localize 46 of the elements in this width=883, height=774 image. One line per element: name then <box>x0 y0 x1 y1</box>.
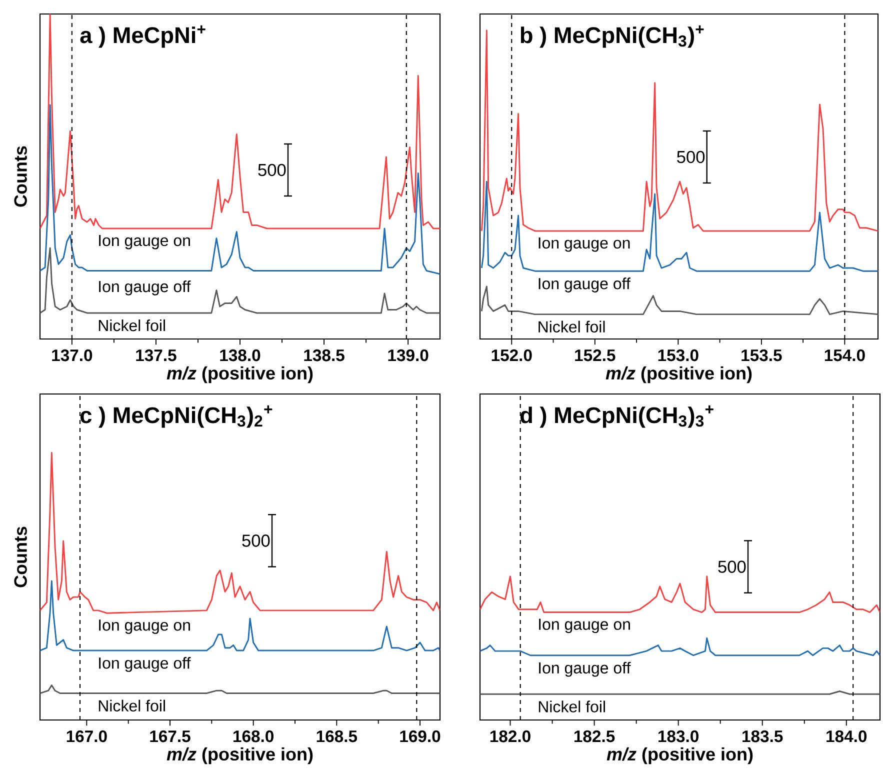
series-label: Nickel foil <box>98 700 165 712</box>
series-label: Ion gauge on <box>539 618 630 634</box>
x-axis-title: m/z (positive ion) <box>166 366 313 384</box>
series-label: Ion gauge off <box>99 280 191 296</box>
x-tick-label: 183.0 <box>658 730 698 742</box>
x-tick-label: 137.0 <box>52 349 92 362</box>
x-tick-label: 138.0 <box>220 349 260 362</box>
chart-title: a ) MeCpNi$^{+}$ <box>80 25 206 48</box>
series-label: Ion gauge on <box>99 234 190 250</box>
series-label: Ion gauge off <box>99 656 191 672</box>
x-tick-label: 168.5 <box>316 730 358 742</box>
series-label: Nickel foil <box>98 319 165 332</box>
x-tick-label: 169.0 <box>400 730 440 742</box>
x-tick-label: 167.5 <box>150 730 190 742</box>
x-tick-label: 152.0 <box>492 349 532 362</box>
chart-title: c ) MeCpNi(CH$_{3}$)$_{2}$+ <box>80 405 272 428</box>
series-label: Nickel foil <box>538 320 605 333</box>
x-tick-label: 138.5 <box>304 349 344 362</box>
x-tick-label: 168.0 <box>234 730 274 742</box>
series-label: Nickel foil <box>538 700 605 712</box>
annotation: 500 <box>242 534 270 547</box>
x-tick-label: 153.5 <box>742 349 782 362</box>
y-axis-title: Counts <box>14 146 27 207</box>
chart-title: b ) MeCpNi(CH$_{3}$)$^{+}$ <box>520 25 704 48</box>
x-tick-label: 167.0 <box>66 730 107 742</box>
chart-title: d ) MeCpNi(CH$_{3}$)$_{3}$+ <box>520 405 714 428</box>
x-tick-label: 183.5 <box>742 730 783 742</box>
x-axis-title: m/z (positive ion) <box>606 747 753 764</box>
x-tick-label: 182.0 <box>490 730 530 742</box>
x-axis-title: m/z (positive ion) <box>166 747 313 764</box>
x-tick-label: 184.0 <box>826 730 867 742</box>
series-label: Ion gauge on <box>99 620 190 634</box>
annotation: 500 <box>677 150 705 164</box>
x-tick-label: 182.5 <box>574 730 615 742</box>
y-axis-title: Counts <box>14 526 27 588</box>
series-label: Ion gauge off <box>539 662 631 677</box>
series-label: Ion gauge off <box>538 278 630 292</box>
text: 500 <box>718 560 746 573</box>
annotation: 500 <box>258 164 286 176</box>
series-label: Ion gauge on <box>538 237 630 252</box>
x-axis-title: m/z (positive ion) <box>606 366 752 384</box>
x-tick-label: 154.0 <box>824 349 865 362</box>
x-tick-label: 152.5 <box>575 349 616 362</box>
x-tick-label: 139.0 <box>388 349 428 362</box>
x-tick-label: 153.0 <box>658 349 698 362</box>
x-tick-label: 137.5 <box>136 349 176 362</box>
